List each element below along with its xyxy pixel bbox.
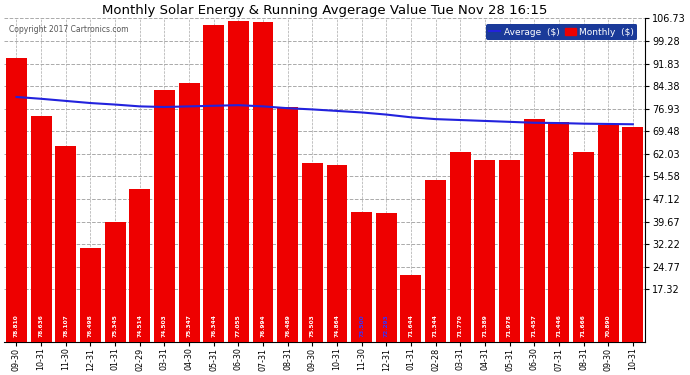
Text: 76.994: 76.994 xyxy=(261,315,266,338)
Text: 71.344: 71.344 xyxy=(433,315,438,338)
Text: 75.345: 75.345 xyxy=(112,315,117,338)
Bar xyxy=(376,213,397,342)
Bar xyxy=(253,22,273,342)
Bar xyxy=(351,211,372,342)
Text: 74.514: 74.514 xyxy=(137,315,142,338)
Text: 70.890: 70.890 xyxy=(606,315,611,338)
Text: 71.457: 71.457 xyxy=(532,315,537,338)
Text: 76.344: 76.344 xyxy=(211,315,216,338)
Legend: Average  ($), Monthly  ($): Average ($), Monthly ($) xyxy=(486,24,638,40)
Bar xyxy=(55,146,77,342)
Text: 78.636: 78.636 xyxy=(39,315,43,338)
Bar xyxy=(622,127,643,342)
Text: 71.666: 71.666 xyxy=(581,315,586,338)
Bar xyxy=(129,189,150,342)
Text: 78.107: 78.107 xyxy=(63,315,68,338)
Bar xyxy=(30,116,52,342)
Text: 71.389: 71.389 xyxy=(482,315,487,338)
Text: 72.293: 72.293 xyxy=(384,315,388,338)
Bar xyxy=(573,153,594,342)
Bar xyxy=(228,21,249,342)
Text: 74.864: 74.864 xyxy=(335,315,339,338)
Bar xyxy=(105,222,126,342)
Text: 75.503: 75.503 xyxy=(310,315,315,338)
Text: 77.055: 77.055 xyxy=(236,315,241,338)
Bar xyxy=(179,83,199,342)
Bar xyxy=(277,107,298,342)
Bar xyxy=(154,90,175,342)
Bar xyxy=(80,248,101,342)
Bar xyxy=(475,160,495,342)
Text: Copyright 2017 Cartronics.com: Copyright 2017 Cartronics.com xyxy=(9,25,128,34)
Text: 76.489: 76.489 xyxy=(285,315,290,338)
Bar xyxy=(598,125,619,342)
Bar xyxy=(6,58,27,342)
Text: 71.978: 71.978 xyxy=(507,315,512,338)
Bar xyxy=(326,165,348,342)
Text: 78.810: 78.810 xyxy=(14,315,19,338)
Bar xyxy=(204,25,224,342)
Text: 76.498: 76.498 xyxy=(88,315,93,338)
Bar xyxy=(425,180,446,342)
Text: 71.644: 71.644 xyxy=(408,315,413,338)
Text: 74.503: 74.503 xyxy=(162,315,167,338)
Bar xyxy=(450,153,471,342)
Bar xyxy=(549,122,569,342)
Text: 71.770: 71.770 xyxy=(457,315,463,338)
Text: 73.500: 73.500 xyxy=(359,315,364,338)
Title: Monthly Solar Energy & Running Avgerage Value Tue Nov 28 16:15: Monthly Solar Energy & Running Avgerage … xyxy=(102,4,547,17)
Bar xyxy=(524,119,544,342)
Bar xyxy=(400,275,422,342)
Text: 71.446: 71.446 xyxy=(556,315,562,338)
Text: 75.347: 75.347 xyxy=(186,315,192,338)
Bar xyxy=(499,160,520,342)
Bar xyxy=(302,163,323,342)
